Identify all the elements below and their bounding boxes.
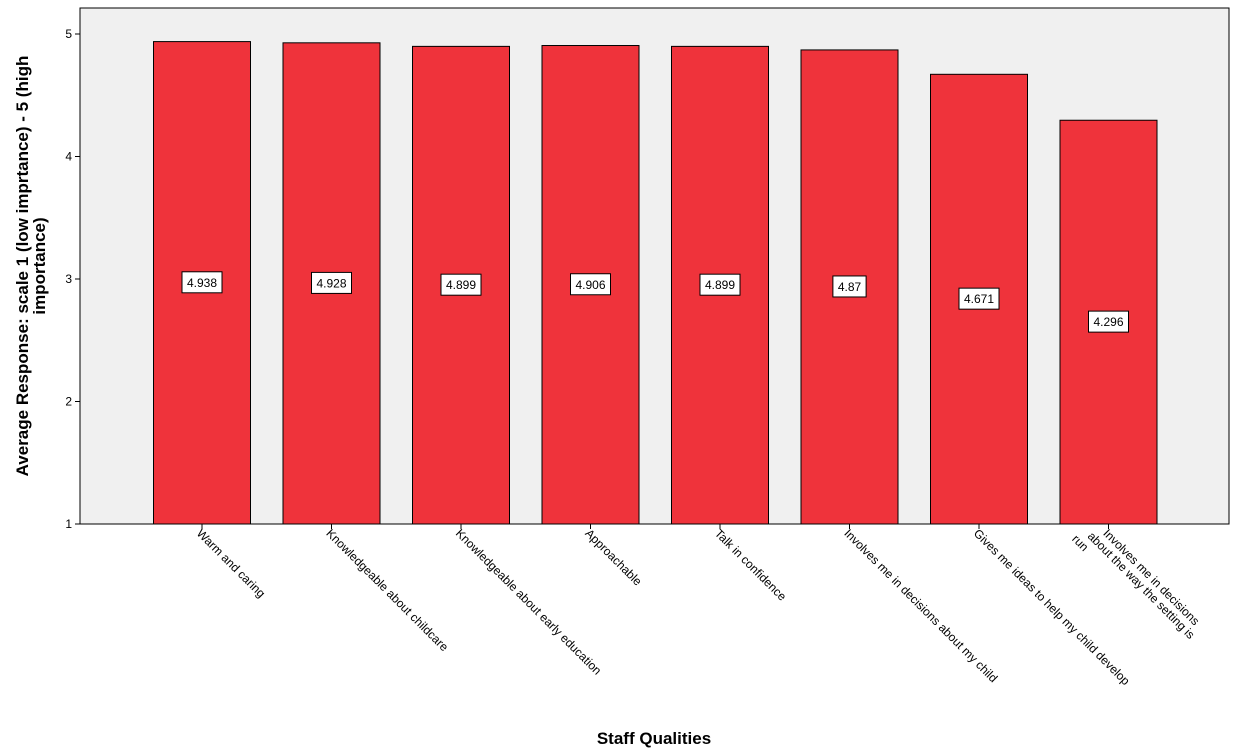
x-category-label: Involves me in decisionsabout the way th… [1069,513,1206,650]
x-category-label-line: Warm and caring [194,526,268,600]
category-labels: Warm and caring Knowledgeable about child… [194,513,1206,688]
x-category-label: Talk in confidence [712,526,790,604]
y-axis-title-line: importance) [30,217,49,314]
y-axis-title-line: Average Response: scale 1 (low imprtance… [13,56,32,477]
bars-group: 4.938 4.928 4.899 4.906 4.899 4.87 4.671 4.296 [153,41,1158,525]
data-label: 4.87 [838,280,862,294]
data-label: 4.938 [187,276,217,290]
data-label: 4.296 [1093,315,1123,329]
y-axis: 1 2 3 4 5 [65,27,80,531]
plot-area [79,7,1230,525]
x-category-label-line: Involves me in decisions about my child [841,526,1000,685]
bar [282,42,381,525]
x-category-label-line: Knowledgeable about childcare [323,526,451,654]
data-label-box [958,287,1000,310]
data-label-box [440,273,482,296]
data-label: 4.899 [705,278,735,292]
data-label-box [832,275,867,298]
x-category-label: Knowledgeable about childcare [323,526,451,654]
x-category-label-line: about the way the setting is [1085,529,1198,642]
x-category-label-line: Approachable [582,526,644,588]
x-category-label-line: Knowledgeable about early education [453,526,604,677]
x-axis-title: Staff Qualities [597,729,711,748]
y-tick-label: 2 [65,395,72,409]
data-label-box [1088,310,1129,333]
data-label-box [181,271,223,294]
x-category-label: Warm and caring [194,526,268,600]
y-tick-label: 3 [65,272,72,286]
data-label: 4.671 [964,292,994,306]
data-label: 4.928 [316,276,346,290]
x-category-label: Approachable [582,526,644,588]
data-label-box [570,273,611,296]
y-tick-label: 4 [65,150,72,164]
x-category-label: Involves me in decisions about my child [841,526,1000,685]
x-category-label-line: Involves me in decisions [1100,526,1202,628]
data-label: 4.899 [446,278,476,292]
y-axis-title: Average Response: scale 1 (low imprtance… [13,56,49,477]
x-category-label: Knowledgeable about early education [453,526,604,677]
data-label-box [699,273,741,296]
y-tick-label: 1 [65,517,72,531]
data-label-box [311,271,352,294]
data-label: 4.906 [575,278,605,292]
y-tick-label: 5 [65,27,72,41]
x-category-label-line: Talk in confidence [712,526,790,604]
